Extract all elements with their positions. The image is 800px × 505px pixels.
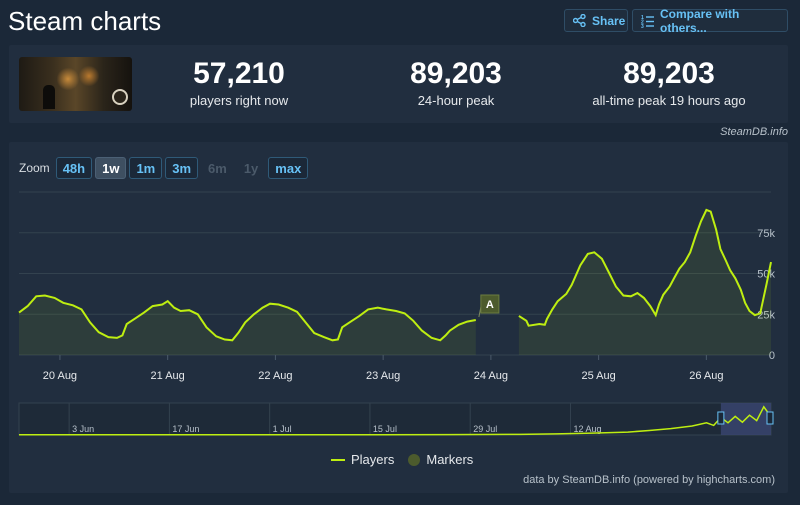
x-tick-label: 23 Aug <box>366 370 400 382</box>
zoom-max-button[interactable]: max <box>268 157 309 179</box>
zoom-48h-button[interactable]: 48h <box>55 157 93 179</box>
y-tick-label: 75k <box>757 228 775 240</box>
players-line <box>518 208 772 327</box>
zoom-1w-button[interactable]: 1w <box>95 157 127 179</box>
svg-text:3: 3 <box>641 24 644 28</box>
compare-button[interactable]: 1 2 3 Compare with others... <box>632 6 788 35</box>
zoom-1m-button[interactable]: 1m <box>129 157 163 179</box>
players-area <box>19 295 476 355</box>
x-tick-label: 24 Aug <box>474 370 508 382</box>
svg-text:1: 1 <box>641 15 644 21</box>
share-label: Share <box>592 13 626 28</box>
page-title: Steam charts <box>8 6 162 36</box>
players-chart: 0 25k 50k 75k 20 Aug 21 Aug 22 Aug 23 Aug 24 Aug… <box>18 191 775 436</box>
navigator-tick-label: 29 Jul <box>473 424 497 434</box>
stats-panel: 57,210 players right now 89,203 24-hour … <box>9 45 788 123</box>
players-line <box>18 294 476 342</box>
x-tick-label: 21 Aug <box>151 370 185 382</box>
y-tick-label: 0 <box>769 350 775 362</box>
stat-24h-peak: 89,203 24-hour peak <box>381 57 531 108</box>
zoom-6m-button: 6m <box>208 160 227 176</box>
marker-flag <box>480 294 500 314</box>
game-thumbnail[interactable] <box>19 57 132 111</box>
navigator-line <box>19 405 772 436</box>
share-icon <box>573 14 586 27</box>
y-tick-label: 25k <box>757 309 775 321</box>
navigator-handle <box>766 411 774 425</box>
compare-list-icon: 1 2 3 <box>641 15 654 28</box>
legend-players-label: Players <box>351 452 395 467</box>
stat-current-players: 57,210 players right now <box>164 57 314 108</box>
share-button[interactable]: Share <box>564 9 628 32</box>
header: Steam charts Share 1 2 3 Compare with ot… <box>0 0 800 42</box>
stat-label: all-time peak 19 hours ago <box>592 93 746 108</box>
navigator-tick-label: 17 Jun <box>172 424 199 434</box>
data-credit[interactable]: data by SteamDB.info (powered by highcha… <box>523 474 775 486</box>
zoom-3m-button[interactable]: 3m <box>165 157 199 179</box>
game-logo-icon <box>112 89 128 105</box>
stat-value: 89,203 <box>623 57 715 90</box>
navigator-tick-label: 1 Jul <box>273 424 292 434</box>
zoom-1y-button: 1y <box>243 160 259 176</box>
legend-line-icon <box>331 458 345 461</box>
legend-players[interactable]: Players <box>331 452 394 467</box>
legend-markers-label: Markers <box>426 452 474 467</box>
svg-text:2: 2 <box>641 19 644 25</box>
stat-label: 24-hour peak <box>417 93 495 108</box>
navigator-tick-label: 12 Aug <box>573 424 601 434</box>
x-tick-label: 25 Aug <box>581 370 615 382</box>
legend-dot-icon <box>408 453 421 466</box>
navigator-tick-label: 15 Jul <box>373 424 397 434</box>
compare-label: Compare with others... <box>660 6 740 35</box>
players-area <box>518 209 771 355</box>
navigator-tick-label: 3 Jun <box>72 424 94 434</box>
stat-value: 89,203 <box>410 57 502 90</box>
zoom-label: Zoom <box>19 161 50 175</box>
y-tick-label: 50k <box>757 269 775 281</box>
x-tick-label: 26 Aug <box>689 370 723 382</box>
stat-all-time-peak: 89,203 all-time peak 19 hours ago <box>579 57 759 108</box>
navigator-frame <box>18 402 772 436</box>
x-tick-label: 22 Aug <box>258 370 292 382</box>
stat-label: players right now <box>189 93 289 108</box>
navigator-handle <box>717 411 725 425</box>
marker-label: A <box>486 299 494 311</box>
steamdb-credit[interactable]: SteamDB.info <box>720 126 788 138</box>
stat-value: 57,210 <box>193 57 285 90</box>
chart-legend: Players Markers <box>331 452 473 467</box>
x-tick-label: 20 Aug <box>43 370 77 382</box>
chart-panel: 0 25k 50k 75k 20 Aug 21 Aug 22 Aug 23 Aug 24 Aug… <box>9 142 788 493</box>
zoom-controls: Zoom 48h 1w 1m 3m 6m 1y max <box>19 157 309 179</box>
legend-markers[interactable]: Markers <box>408 452 473 467</box>
